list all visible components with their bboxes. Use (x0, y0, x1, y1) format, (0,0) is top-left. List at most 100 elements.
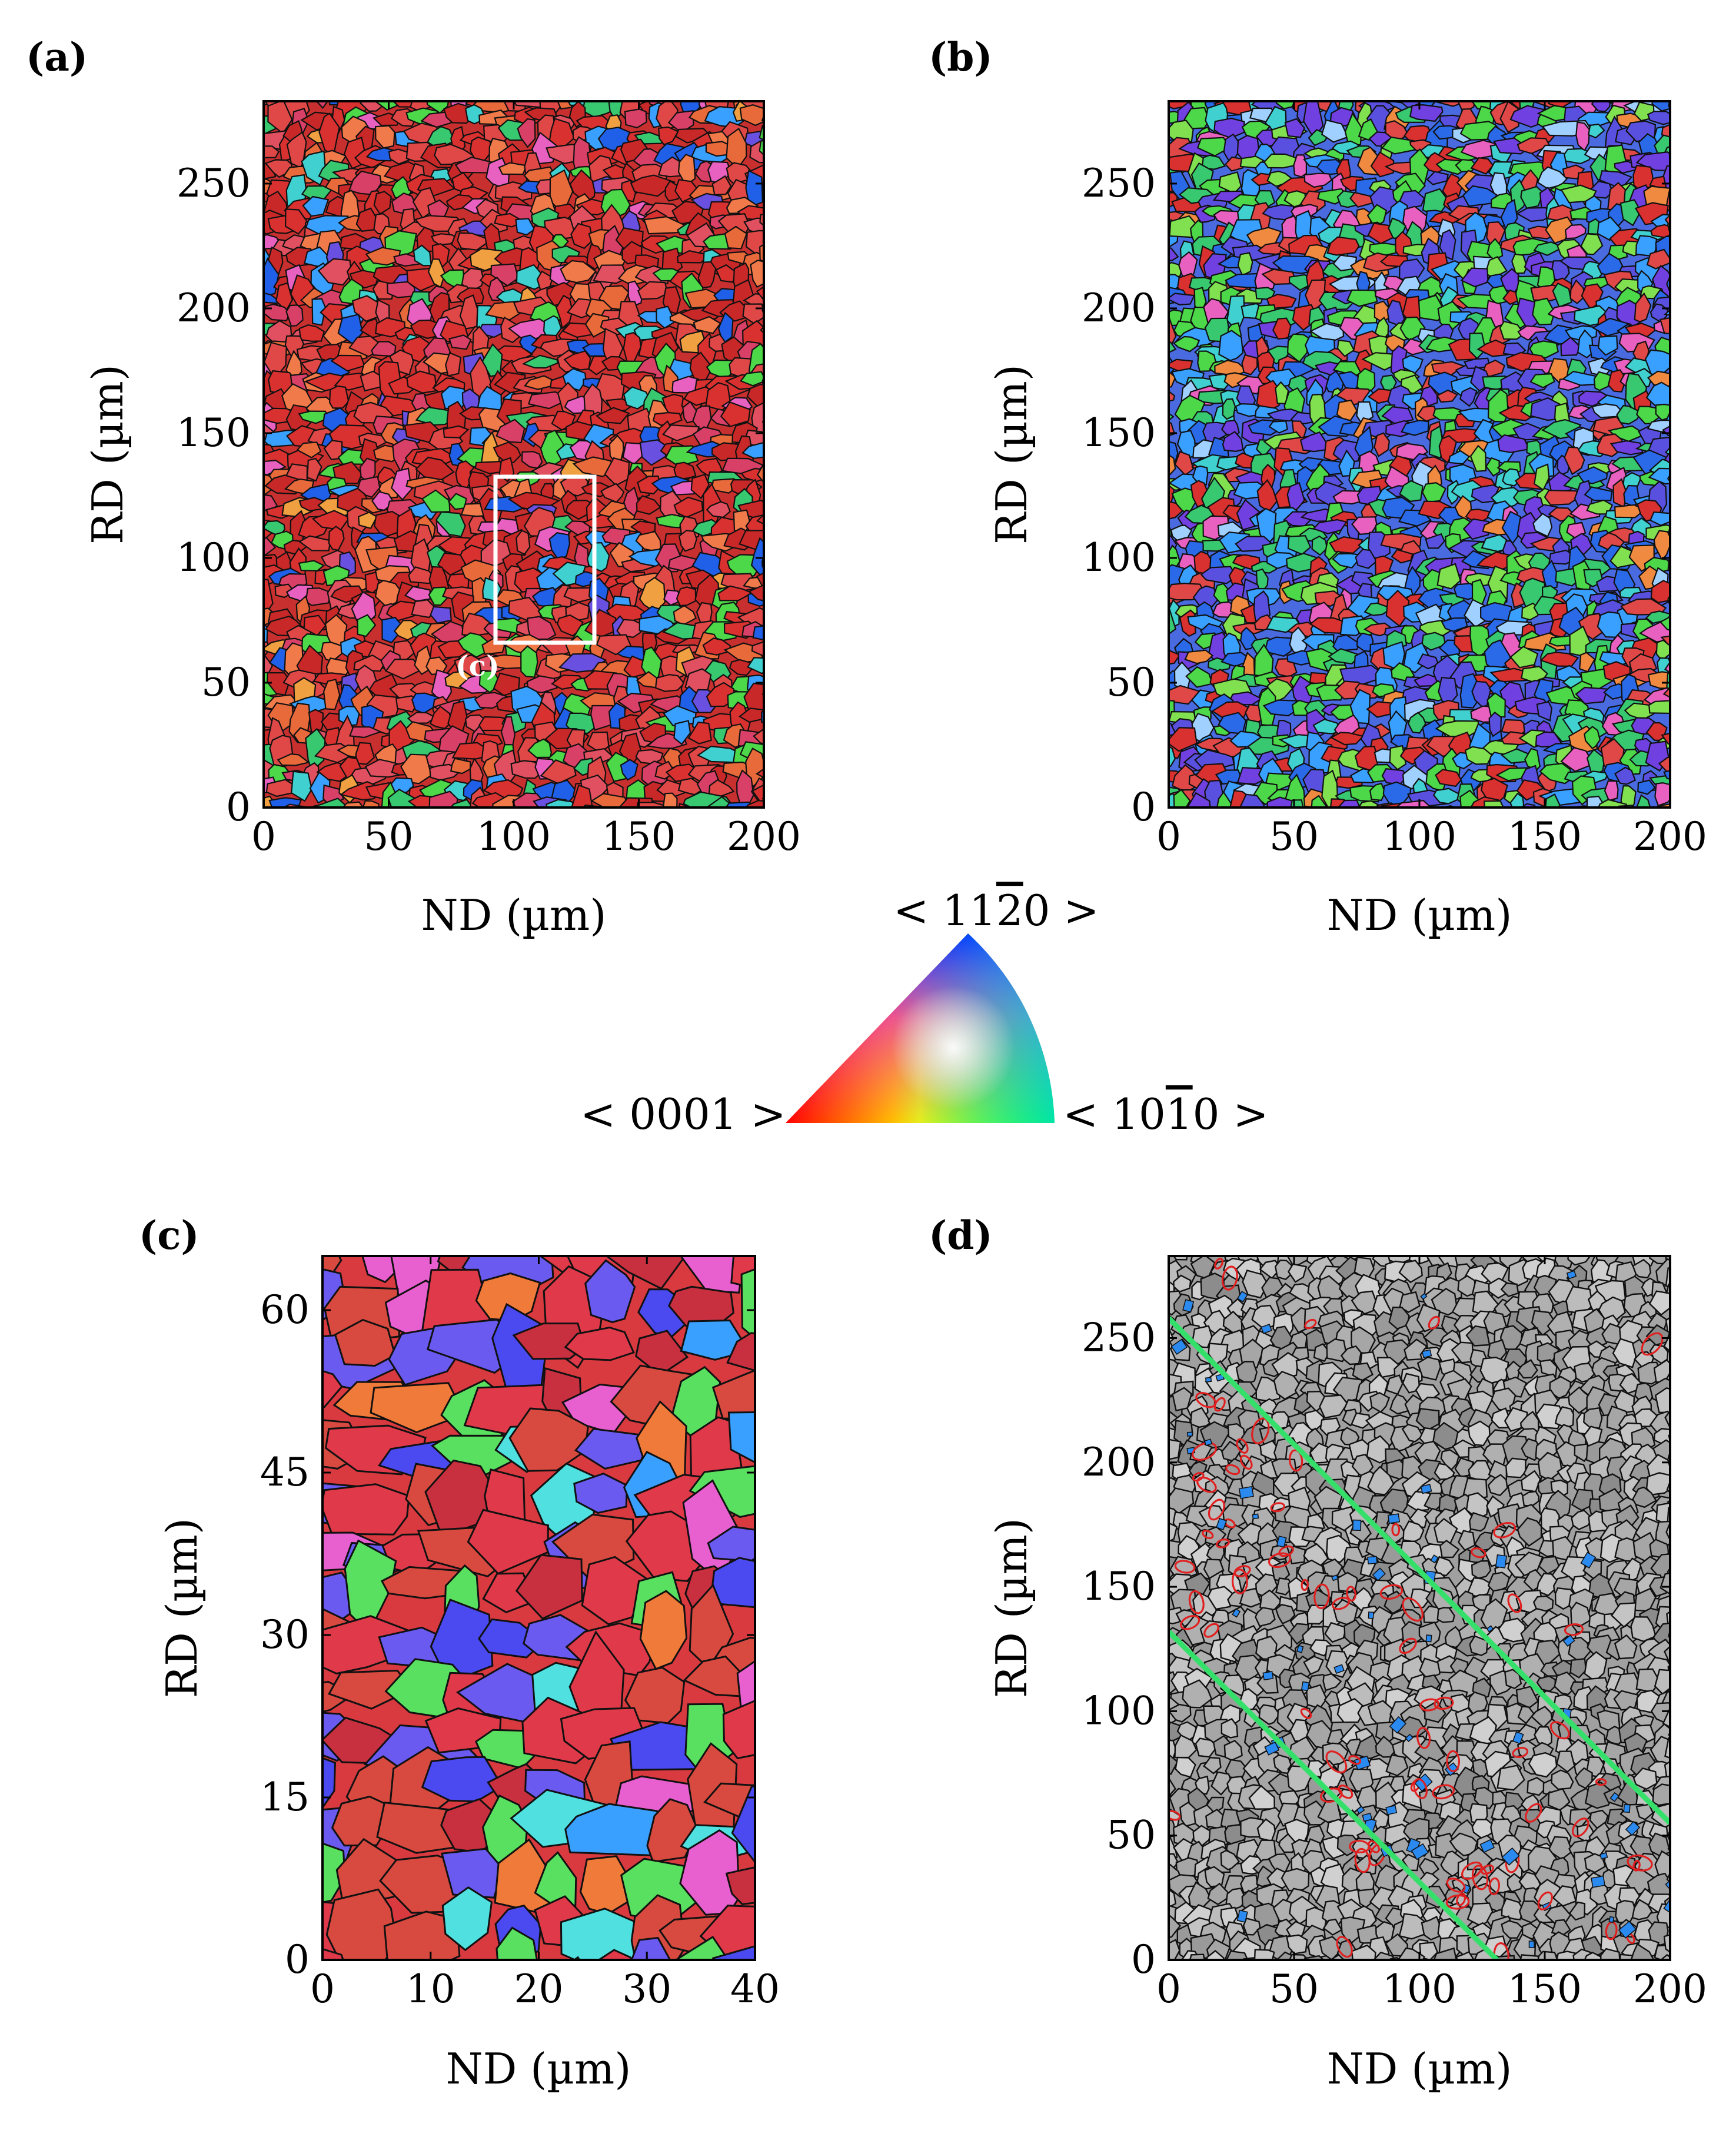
grain (1645, 1472, 1670, 1496)
grain (1391, 549, 1414, 564)
grain (1385, 1754, 1409, 1777)
grain (652, 411, 683, 426)
grain (362, 800, 380, 808)
grain (498, 162, 528, 175)
twin-boundary (1419, 1698, 1440, 1712)
twin-boundary (1368, 1840, 1380, 1853)
y-tick-label: 150 (1082, 410, 1156, 456)
grain (717, 585, 754, 602)
grain (1311, 535, 1328, 556)
grain (1381, 137, 1415, 155)
twin-boundary (1202, 1530, 1214, 1540)
twinned-grain (1276, 1536, 1287, 1548)
grain (450, 757, 471, 775)
y-tick-label: 150 (177, 410, 251, 456)
grain (391, 467, 413, 501)
grain (1552, 1536, 1574, 1561)
grain (1172, 1387, 1193, 1412)
axis-ticks-c: 0 10 20 30 40 0 15 30 45 60 (260, 1256, 780, 2012)
grain (527, 738, 552, 759)
grain (1367, 1466, 1396, 1496)
twin-boundary (1446, 1878, 1466, 1893)
grain (1560, 184, 1597, 204)
grain (285, 304, 304, 327)
grain (767, 194, 784, 228)
grain (1609, 440, 1644, 456)
grain (1634, 292, 1652, 323)
grain (1222, 398, 1236, 420)
grain (291, 770, 312, 802)
grain (1448, 450, 1471, 465)
grain (1195, 1737, 1219, 1758)
ipf-top-text: < 11 (893, 886, 996, 935)
grain (1539, 762, 1572, 785)
y-tick-label: 250 (1082, 161, 1156, 206)
grain (1435, 769, 1462, 787)
grain (750, 260, 764, 288)
grain (1218, 171, 1242, 194)
grain (450, 799, 474, 808)
grain (298, 560, 325, 572)
grain (1455, 1950, 1475, 1960)
grain (1655, 403, 1670, 421)
grain (1409, 104, 1444, 122)
grain (1189, 1953, 1205, 1960)
grain (1303, 101, 1324, 140)
grain (741, 442, 764, 459)
grain (1598, 799, 1628, 808)
grain (1511, 253, 1528, 274)
grain (1366, 204, 1388, 228)
grain (1664, 309, 1670, 316)
grain (1417, 653, 1439, 670)
grain (1548, 101, 1574, 109)
grain (1535, 731, 1562, 748)
grain (1366, 1435, 1391, 1464)
twin-boundary (1549, 1721, 1570, 1740)
grain (1499, 101, 1519, 134)
grain (1672, 507, 1695, 524)
grain (1575, 686, 1608, 705)
grain (1169, 454, 1176, 476)
grain (430, 233, 459, 245)
twin-boundary (1225, 1464, 1241, 1476)
grain (1409, 1588, 1431, 1609)
grain (1465, 1325, 1491, 1347)
grain (1614, 766, 1637, 785)
grain (1497, 434, 1530, 453)
grain (1273, 1754, 1292, 1775)
grain (1336, 339, 1355, 357)
twinned-grain (1252, 1513, 1259, 1520)
y-tick-label: 0 (1131, 1937, 1156, 1982)
grain (1381, 406, 1414, 424)
grain (521, 354, 559, 369)
axis-ticks-d: 0 50 100 150 200 0 50 100 150 200 250 (1082, 1256, 1707, 2012)
grain (1662, 425, 1670, 437)
grain (1175, 1756, 1196, 1778)
x-axis-title-d: ND (µm) (1327, 2044, 1512, 2094)
grain (1501, 1898, 1524, 1920)
grain (1669, 1813, 1670, 1819)
grain (1598, 335, 1618, 356)
twin-boundary (1445, 1894, 1470, 1910)
twin-boundary (1208, 1498, 1225, 1521)
grain (1637, 779, 1656, 795)
grain (1169, 390, 1176, 402)
grain (1676, 341, 1694, 365)
grain (1598, 1296, 1627, 1321)
twin-boundary (1192, 1471, 1205, 1482)
ipf-right-bar: 1 (1166, 1089, 1193, 1139)
grain (1579, 652, 1596, 673)
x-tick-label: 200 (727, 814, 801, 859)
grain (1255, 1607, 1276, 1627)
twinned-grain (1425, 1634, 1432, 1643)
grain (1336, 1834, 1362, 1857)
grain (317, 258, 352, 286)
grain (1311, 795, 1328, 808)
grain (275, 282, 293, 312)
grain (264, 145, 280, 159)
twin-boundary (1288, 1449, 1303, 1472)
grain (1402, 642, 1431, 674)
twinned-grain (1580, 1551, 1597, 1569)
grain (1521, 1470, 1541, 1493)
grain (1648, 671, 1670, 689)
